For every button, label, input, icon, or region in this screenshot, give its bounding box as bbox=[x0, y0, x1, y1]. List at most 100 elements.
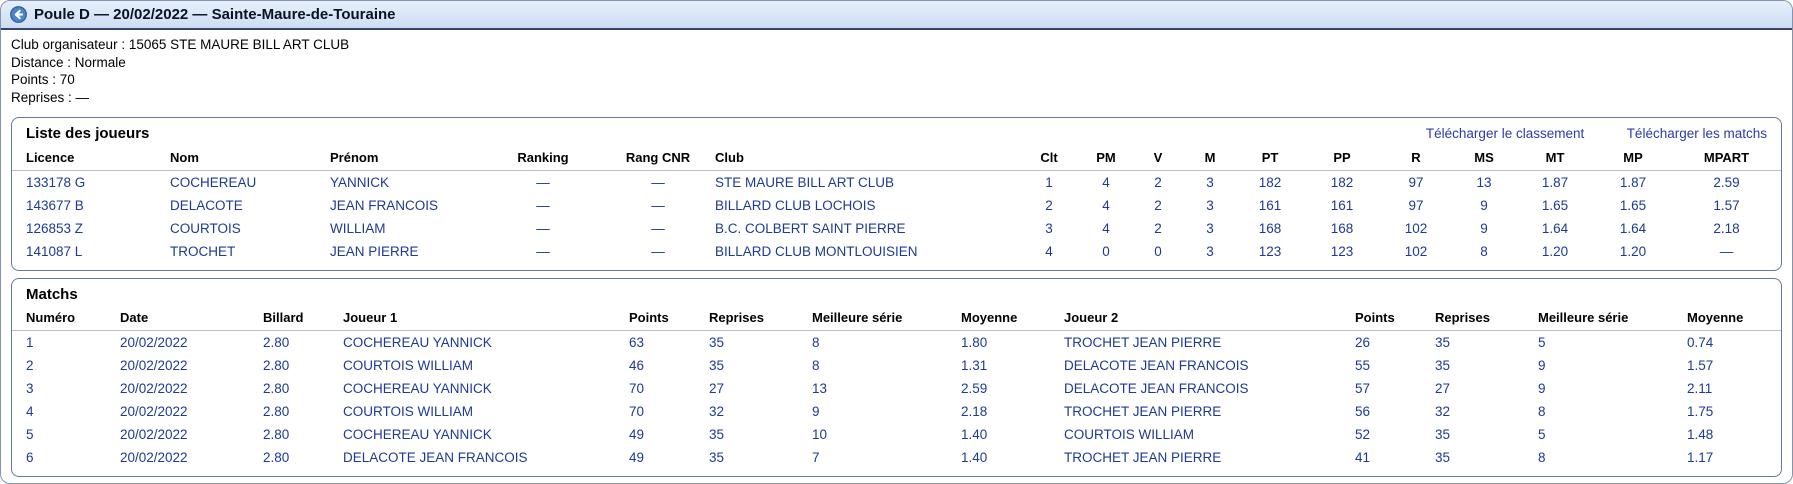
column-header: PT bbox=[1236, 147, 1304, 171]
column-header: PM bbox=[1080, 147, 1132, 171]
cell: 1.57 bbox=[1687, 358, 1714, 373]
download-ranking-link[interactable]: Télécharger le classement bbox=[1425, 126, 1585, 141]
cell: 4 bbox=[1045, 244, 1053, 259]
cell: 2 bbox=[1154, 175, 1162, 190]
cell: 1.87 bbox=[1619, 175, 1647, 190]
cell: 4 bbox=[1102, 221, 1110, 236]
cell: 56 bbox=[1355, 404, 1371, 419]
column-header: Numéro bbox=[12, 307, 108, 331]
cell: 1 bbox=[26, 335, 34, 350]
cell: 32 bbox=[1435, 404, 1451, 419]
cell: 1.40 bbox=[961, 450, 988, 465]
matches-panel: Matchs Numéro Date Billard Joueur 1 Points Re… bbox=[11, 278, 1782, 477]
cell: 168 bbox=[1330, 221, 1354, 236]
column-header: PP bbox=[1304, 147, 1380, 171]
cell: — bbox=[651, 221, 665, 236]
cell: 63 bbox=[629, 335, 645, 350]
cell: 27 bbox=[1435, 381, 1451, 396]
cell: DELACOTE bbox=[170, 198, 243, 213]
info-line-reprises: Reprises : — bbox=[11, 89, 90, 105]
cell: 35 bbox=[709, 427, 725, 442]
cell: 143677 B bbox=[26, 198, 84, 213]
cell: 35 bbox=[1435, 450, 1451, 465]
cell: — bbox=[651, 244, 665, 259]
cell: — bbox=[651, 198, 665, 213]
column-header: Billard bbox=[251, 307, 331, 331]
column-header: V bbox=[1132, 147, 1184, 171]
cell: 97 bbox=[1408, 175, 1424, 190]
cell: DELACOTE JEAN FRANCOIS bbox=[1064, 381, 1249, 396]
cell: 161 bbox=[1330, 198, 1354, 213]
cell: 8 bbox=[1538, 450, 1546, 465]
cell: 2.80 bbox=[263, 404, 290, 419]
cell: — bbox=[651, 175, 665, 190]
cell: 1.20 bbox=[1541, 244, 1569, 259]
cell: 8 bbox=[812, 358, 820, 373]
cell: 0.74 bbox=[1687, 335, 1714, 350]
cell: 2.80 bbox=[263, 450, 290, 465]
cell: 9 bbox=[1480, 221, 1488, 236]
cell: 168 bbox=[1258, 221, 1282, 236]
cell: 2.80 bbox=[263, 358, 290, 373]
cell: — bbox=[536, 175, 550, 190]
cell: 1.64 bbox=[1619, 221, 1647, 236]
cell: 102 bbox=[1404, 221, 1428, 236]
column-header: M bbox=[1184, 147, 1236, 171]
cell: 3 bbox=[1206, 244, 1214, 259]
cell: — bbox=[536, 244, 550, 259]
cell: TROCHET JEAN PIERRE bbox=[1064, 404, 1222, 419]
back-arrow-circle-icon[interactable] bbox=[10, 6, 27, 23]
table-row: 133178 G COCHEREAU YANNICK — — STE MAURE BILL… bbox=[12, 171, 1781, 195]
cell: 1.80 bbox=[961, 335, 988, 350]
table-row: 3 20/02/2022 2.80 COCHEREAU YANNICK 70 27 13 2.… bbox=[12, 377, 1781, 400]
column-header: Points bbox=[617, 307, 697, 331]
cell: 2.11 bbox=[1687, 381, 1713, 396]
column-header: R bbox=[1380, 147, 1452, 171]
cell: 123 bbox=[1258, 244, 1282, 259]
cell: 13 bbox=[1476, 175, 1492, 190]
cell: 3 bbox=[26, 381, 34, 396]
cell: 35 bbox=[1435, 427, 1451, 442]
cell: B.C. COLBERT SAINT PIERRE bbox=[715, 221, 906, 236]
cell: 5 bbox=[26, 427, 34, 442]
table-row: 4 20/02/2022 2.80 COURTOIS WILLIAM 70 32 9 2.18… bbox=[12, 400, 1781, 423]
cell: 2.18 bbox=[1713, 221, 1740, 236]
cell: 1.31 bbox=[961, 358, 988, 373]
cell: — bbox=[1719, 244, 1734, 259]
cell: 9 bbox=[1538, 381, 1546, 396]
table-row: 5 20/02/2022 2.80 COCHEREAU YANNICK 49 35 10 1.… bbox=[12, 423, 1781, 446]
cell: COURTOIS WILLIAM bbox=[343, 404, 474, 419]
column-header: MP bbox=[1594, 147, 1672, 171]
cell: 5 bbox=[1538, 427, 1546, 442]
cell: COURTOIS WILLIAM bbox=[1064, 427, 1195, 442]
cell: TROCHET JEAN PIERRE bbox=[1064, 335, 1222, 350]
cell: 133178 G bbox=[26, 175, 86, 190]
cell: TROCHET JEAN PIERRE bbox=[1064, 450, 1222, 465]
column-header: Moyenne bbox=[1675, 307, 1781, 331]
cell: 3 bbox=[1206, 198, 1214, 213]
cell: 49 bbox=[629, 427, 645, 442]
cell: 1.17 bbox=[1687, 450, 1714, 465]
cell: 3 bbox=[1206, 221, 1214, 236]
cell: 2.18 bbox=[961, 404, 988, 419]
column-header: Ranking bbox=[473, 147, 613, 171]
cell: 70 bbox=[629, 404, 645, 419]
info-line-club: Club organisateur : 15065 STE MAURE BILL… bbox=[11, 37, 350, 52]
cell: JEAN PIERRE bbox=[330, 244, 419, 259]
title-bar: Poule D — 20/02/2022 — Sainte-Maure-de-T… bbox=[1, 1, 1792, 30]
column-header: Date bbox=[108, 307, 251, 331]
cell: 52 bbox=[1355, 427, 1371, 442]
cell: 26 bbox=[1355, 335, 1371, 350]
cell: 20/02/2022 bbox=[120, 450, 188, 465]
cell: 49 bbox=[629, 450, 645, 465]
cell: 32 bbox=[709, 404, 725, 419]
cell: 46 bbox=[629, 358, 645, 373]
cell: 2 bbox=[1154, 221, 1162, 236]
download-matches-link[interactable]: Télécharger les matchs bbox=[1626, 126, 1767, 141]
cell: JEAN FRANCOIS bbox=[330, 198, 439, 213]
cell: 27 bbox=[709, 381, 725, 396]
players-panel-head: Liste des joueurs Télécharger le classem… bbox=[12, 123, 1781, 147]
cell: 8 bbox=[812, 335, 820, 350]
column-header: Joueur 1 bbox=[331, 307, 617, 331]
